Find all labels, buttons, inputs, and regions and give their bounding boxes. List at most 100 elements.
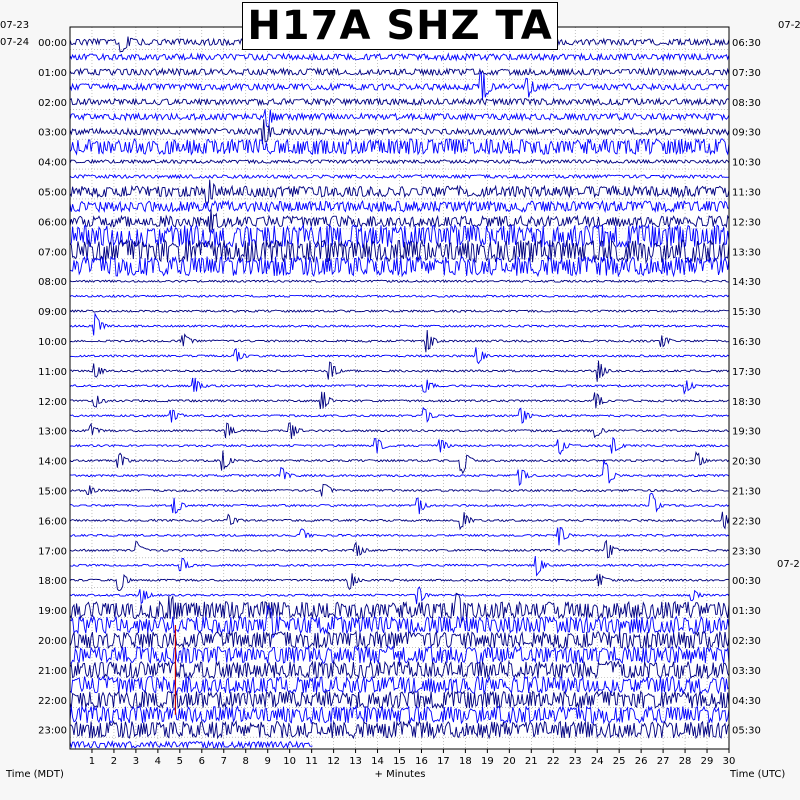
right-hour-label: 06:30 xyxy=(732,38,761,49)
seismic-trace xyxy=(69,199,730,214)
seismic-trace xyxy=(69,527,730,546)
seismic-trace xyxy=(69,71,730,101)
left-hour-label: 10:00 xyxy=(38,337,67,348)
left-hour-label: 17:00 xyxy=(38,546,67,557)
left-hour-label: 19:00 xyxy=(38,606,67,617)
seismic-trace xyxy=(69,660,730,680)
seismic-trace xyxy=(69,254,730,278)
left-hour-label: 09:00 xyxy=(38,307,67,318)
right-hour-label: 22:30 xyxy=(732,516,761,527)
x-tick-label: 30 xyxy=(723,756,736,767)
left-hour-label: 02:00 xyxy=(38,98,67,109)
left-hour-label: 06:00 xyxy=(38,217,67,228)
left-hour-label: 21:00 xyxy=(38,666,67,677)
right-date-top: 07-23 xyxy=(778,20,800,31)
seismic-trace xyxy=(69,238,730,265)
x-axis-label: + Minutes xyxy=(375,769,426,780)
seismic-trace xyxy=(69,483,730,497)
right-hour-label: 20:30 xyxy=(732,457,761,468)
left-hour-label: 14:00 xyxy=(38,457,67,468)
seismic-trace xyxy=(69,179,730,206)
right-hour-label: 03:30 xyxy=(732,666,761,677)
x-tick-label: 18 xyxy=(459,756,472,767)
seismic-trace xyxy=(69,630,730,650)
seismic-trace xyxy=(69,450,730,475)
seismic-trace xyxy=(69,377,730,395)
x-tick-label: 27 xyxy=(657,756,670,767)
x-tick-label: 13 xyxy=(349,756,362,767)
seismic-trace xyxy=(69,137,730,156)
seismic-traces xyxy=(69,36,730,750)
seismic-trace xyxy=(69,592,730,623)
seismic-trace xyxy=(69,279,730,283)
seismic-trace xyxy=(69,739,313,750)
right-hour-label: 17:30 xyxy=(732,367,761,378)
x-tick-label: 26 xyxy=(635,756,648,767)
left-hour-labels: 00:00 01:00 02:00 03:00 04:00 05:00 06:00 07:00… xyxy=(38,38,67,737)
seismic-trace xyxy=(69,539,730,559)
right-hour-label: 16:30 xyxy=(732,337,761,348)
right-axis-label: Time (UTC) xyxy=(729,769,785,780)
x-tick-label: 3 xyxy=(133,756,139,767)
x-axis-ticks: 1 2 3 4 5 6 7 8 9 10 11 12 13 14 15 16 17 18 19 20 21 22 23 24 2… xyxy=(89,749,736,767)
right-hour-label: 01:30 xyxy=(732,606,761,617)
left-hour-label: 08:00 xyxy=(38,277,67,288)
seismic-trace xyxy=(69,705,730,725)
seismic-trace xyxy=(69,173,730,180)
seismic-trace xyxy=(69,406,730,424)
right-hour-label: 14:30 xyxy=(732,277,761,288)
left-hour-label: 16:00 xyxy=(38,516,67,527)
right-hour-label: 08:30 xyxy=(732,98,761,109)
right-hour-label: 02:30 xyxy=(732,636,761,647)
right-hour-label: 11:30 xyxy=(732,188,761,199)
chart-title: H17A SHZ TA xyxy=(242,2,558,50)
x-tick-label: 21 xyxy=(525,756,538,767)
x-tick-label: 2 xyxy=(111,756,117,767)
seismic-trace xyxy=(69,52,730,62)
seismic-trace xyxy=(69,67,730,77)
seismic-trace xyxy=(69,347,730,365)
x-tick-label: 23 xyxy=(569,756,582,767)
right-hour-label: 04:30 xyxy=(732,696,761,707)
seismic-trace xyxy=(69,223,730,249)
right-hour-label: 12:30 xyxy=(732,217,761,228)
right-hour-label: 19:30 xyxy=(732,427,761,438)
left-hour-label: 20:00 xyxy=(38,636,67,647)
left-date-start: 07-24 xyxy=(0,37,29,48)
seismic-trace xyxy=(69,97,730,107)
left-hour-label: 00:00 xyxy=(38,38,67,49)
x-tick-label: 1 xyxy=(89,756,95,767)
x-tick-label: 7 xyxy=(221,756,227,767)
right-hour-labels: 06:30 07:30 08:30 09:30 10:30 11:30 12:30 13:30… xyxy=(732,38,761,737)
right-hour-label: 07:30 xyxy=(732,68,761,79)
right-hour-label: 21:30 xyxy=(732,487,761,498)
left-date-top: 07-23 xyxy=(0,20,29,31)
left-hour-label: 18:00 xyxy=(38,576,67,587)
right-hour-label: 05:30 xyxy=(732,726,761,737)
x-tick-label: 5 xyxy=(177,756,183,767)
seismic-trace xyxy=(69,675,730,695)
left-axis-label: Time (MDT) xyxy=(5,769,64,780)
seismic-trace xyxy=(69,391,730,410)
x-tick-label: 8 xyxy=(243,756,249,767)
seismic-trace xyxy=(69,555,730,577)
x-tick-label: 24 xyxy=(591,756,604,767)
left-hour-label: 22:00 xyxy=(38,696,67,707)
right-hour-label: 09:30 xyxy=(732,128,761,139)
x-tick-label: 11 xyxy=(305,756,318,767)
x-tick-label: 15 xyxy=(393,756,406,767)
seismic-trace xyxy=(69,209,730,233)
seismic-trace xyxy=(69,492,730,515)
x-tick-label: 6 xyxy=(199,756,205,767)
right-date-change: 07-2 xyxy=(777,559,800,570)
right-hour-label: 18:30 xyxy=(732,397,761,408)
x-tick-label: 9 xyxy=(265,756,271,767)
seismic-trace xyxy=(69,645,730,665)
right-hour-label: 00:30 xyxy=(732,576,761,587)
seismic-trace xyxy=(69,586,730,605)
left-hour-label: 12:00 xyxy=(38,397,67,408)
left-hour-label: 01:00 xyxy=(38,68,67,79)
right-hour-label: 13:30 xyxy=(732,247,761,258)
seismic-trace xyxy=(69,360,730,382)
